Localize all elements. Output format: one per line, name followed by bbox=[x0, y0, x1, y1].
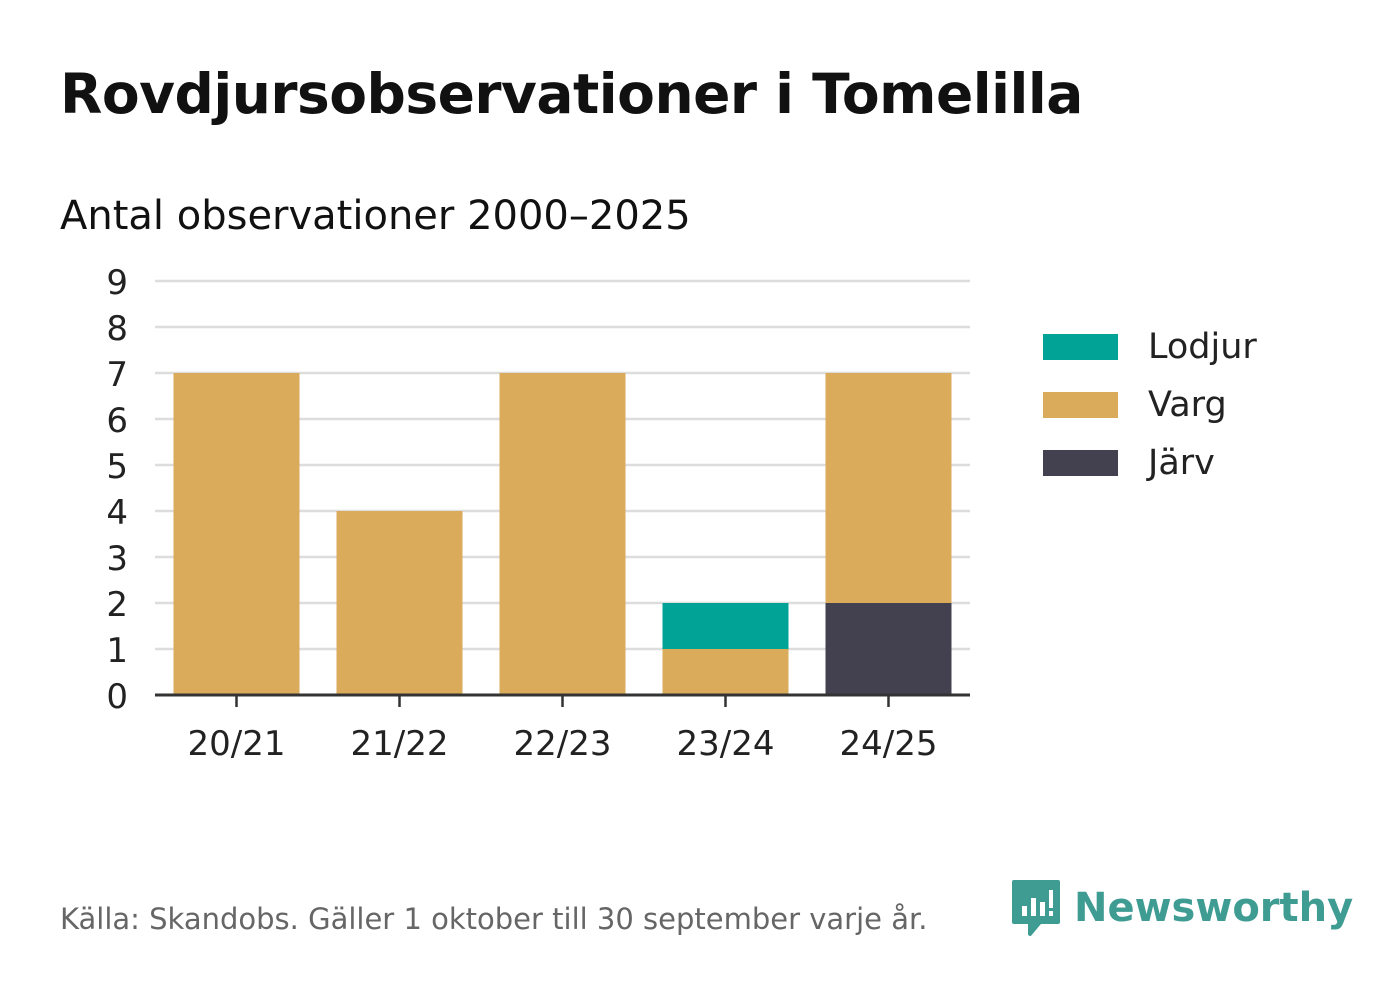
x-tick-label-21-22: 21/22 bbox=[351, 724, 449, 764]
legend-item-varg: Varg bbox=[1043, 376, 1257, 434]
brand-name: Newsworthy bbox=[1074, 885, 1354, 931]
bar-varg-22-23 bbox=[499, 373, 626, 695]
legend-label-varg: Varg bbox=[1148, 385, 1227, 425]
x-tick-label-24-25: 24/25 bbox=[840, 724, 938, 764]
y-tick-label-0: 0 bbox=[106, 677, 128, 717]
y-tick-label-5: 5 bbox=[106, 447, 128, 487]
chart-title: Rovdjursobservationer i Tomelilla bbox=[60, 62, 1083, 126]
y-tick-label-3: 3 bbox=[106, 539, 128, 579]
newsworthy-logo-icon bbox=[1012, 880, 1060, 936]
legend-label-jarv: Järv bbox=[1148, 443, 1215, 483]
y-tick-label-7: 7 bbox=[106, 355, 128, 395]
legend-item-lodjur: Lodjur bbox=[1043, 318, 1257, 376]
y-tick-label-6: 6 bbox=[106, 401, 128, 441]
y-tick-label-2: 2 bbox=[106, 585, 128, 625]
bar-varg-20-21 bbox=[173, 373, 300, 695]
y-tick-label-8: 8 bbox=[106, 309, 128, 349]
bar-varg-21-22 bbox=[336, 511, 463, 695]
bar-varg-23-24 bbox=[662, 649, 789, 695]
legend-item-jarv: Järv bbox=[1043, 434, 1257, 492]
legend-swatch-varg bbox=[1043, 392, 1118, 418]
legend-swatch-jarv bbox=[1043, 450, 1118, 476]
bar-varg-24-25 bbox=[825, 373, 952, 603]
legend: Lodjur Varg Järv bbox=[1043, 318, 1257, 492]
source-note: Källa: Skandobs. Gäller 1 oktober till 3… bbox=[60, 902, 928, 936]
legend-label-lodjur: Lodjur bbox=[1148, 327, 1257, 367]
newsworthy-logo: Newsworthy bbox=[1010, 878, 1353, 938]
y-tick-label-1: 1 bbox=[106, 631, 128, 671]
x-tick-label-22-23: 22/23 bbox=[514, 724, 612, 764]
y-tick-label-9: 9 bbox=[106, 263, 128, 303]
x-tick-label-23-24: 23/24 bbox=[677, 724, 775, 764]
bar-lodjur-23-24 bbox=[662, 603, 789, 649]
y-tick-label-4: 4 bbox=[106, 493, 128, 533]
legend-swatch-lodjur bbox=[1043, 334, 1118, 360]
x-tick-label-20-21: 20/21 bbox=[188, 724, 286, 764]
chart-subtitle: Antal observationer 2000–2025 bbox=[60, 193, 691, 239]
bar-jarv-24-25 bbox=[825, 603, 952, 695]
